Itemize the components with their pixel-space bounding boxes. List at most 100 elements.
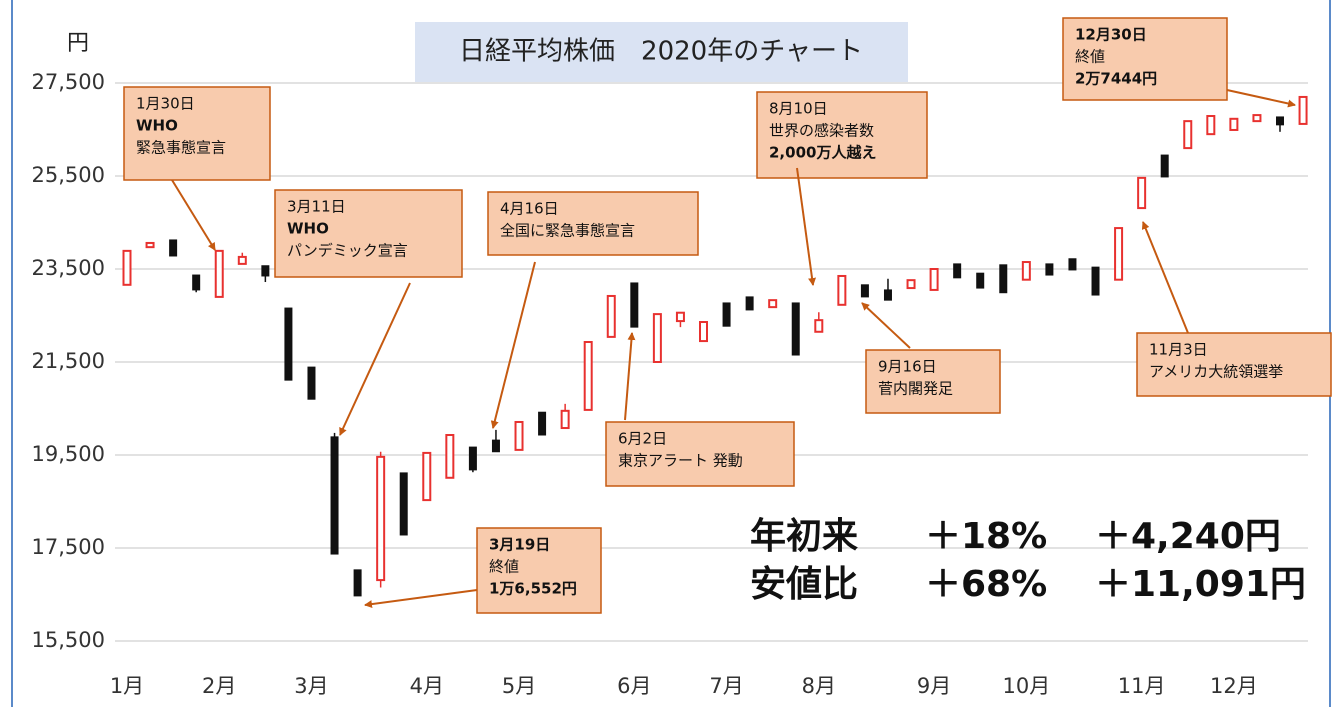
y-tick-label: 21,500 [32, 349, 105, 373]
annotation-text: 終値 [1075, 48, 1105, 66]
annotation-text: アメリカ大統領選挙 [1149, 363, 1283, 381]
candle-body [860, 284, 869, 298]
candle-body [630, 282, 639, 328]
annotation-text: 9月16日 [878, 358, 937, 376]
y-tick-label: 15,500 [32, 628, 105, 652]
annotation-arrow [861, 302, 911, 349]
annotation-text: 12月30日 [1075, 26, 1147, 44]
candle-body [1183, 120, 1193, 150]
candle-body [1229, 117, 1239, 131]
candle-body [1021, 261, 1031, 281]
candle-body [1137, 176, 1147, 210]
x-tick-label: 6月 [617, 674, 651, 698]
annotation-arrow [490, 261, 536, 429]
candle-body [1068, 258, 1077, 271]
candle-body [791, 302, 800, 356]
x-tick-label: 4月 [410, 674, 444, 698]
annotation-text: 3月19日 [489, 536, 550, 554]
candle-body [675, 311, 685, 323]
candle-body [906, 279, 916, 290]
annotation-text: 1万6,552円 [489, 580, 577, 598]
y-tick-label: 23,500 [32, 256, 105, 280]
x-tick-label: 12月 [1210, 674, 1258, 698]
annotation-arrow [171, 179, 216, 251]
annotation-text: 6月2日 [618, 430, 667, 448]
x-tick-label: 1月 [110, 674, 144, 698]
candle-body [1252, 114, 1262, 123]
candle-body [1045, 263, 1054, 276]
annotation-text: 緊急事態宣言 [136, 139, 226, 157]
annotation-text: WHO [287, 220, 329, 238]
x-tick-label: 11月 [1118, 674, 1166, 698]
candle-body [837, 274, 847, 306]
candle-body [652, 313, 662, 364]
annotation-text: 1月30日 [136, 95, 195, 113]
y-tick-label: 17,500 [32, 535, 105, 559]
annotation-arrow [624, 332, 636, 421]
candle-body [491, 439, 500, 453]
annotation-box [605, 421, 795, 487]
candle-body [1276, 116, 1284, 126]
annotation-text: パンデミック宣言 [287, 242, 408, 260]
x-tick-label: 10月 [1002, 674, 1050, 698]
candle-body [145, 241, 155, 249]
annotation-arrow [796, 167, 817, 286]
candle-body [445, 434, 455, 479]
candle-body [745, 296, 754, 311]
y-tick-label: 27,500 [32, 70, 105, 94]
annotation-text: 2,000万人越え [769, 144, 876, 162]
candle-body [330, 436, 339, 555]
x-tick-label: 8月 [802, 674, 836, 698]
candle-body [376, 455, 386, 582]
annotation-text: 東京アラート 発動 [618, 452, 743, 470]
annotation-arrow [364, 589, 478, 609]
candle-body [169, 239, 178, 257]
candle-body [468, 446, 477, 471]
summary-text: 安値比 [750, 564, 858, 605]
candle-body [953, 263, 962, 279]
candle-body [929, 268, 939, 291]
candle-body [399, 472, 408, 536]
annotation-text: 世界の感染者数 [769, 122, 874, 140]
candle-body [284, 307, 293, 381]
y-tick-label: 19,500 [32, 442, 105, 466]
annotation-text: 3月11日 [287, 198, 346, 216]
annotation-text: 8月10日 [769, 100, 828, 118]
y-axis-label: 円 [67, 31, 89, 56]
candle-body [999, 264, 1008, 294]
summary-text: ＋4,240円 [1095, 516, 1281, 557]
annotation-box [123, 86, 271, 181]
candle-body [237, 255, 247, 265]
candle-body [976, 272, 985, 289]
annotation-box [1062, 17, 1228, 101]
y-tick-label: 25,500 [32, 163, 105, 187]
annotation-text: 4月16日 [500, 200, 559, 218]
title-box [415, 22, 908, 82]
x-tick-label: 2月 [202, 674, 236, 698]
candle-body [307, 366, 316, 400]
annotation-text: 菅内閣発足 [878, 380, 953, 398]
annotation-text: 11月3日 [1149, 341, 1208, 359]
candle-body [1160, 154, 1169, 178]
summary-text: ＋68% [925, 564, 1047, 605]
candle-body [122, 249, 132, 286]
candle-body [1091, 266, 1100, 296]
candle-body [1206, 115, 1216, 136]
annotation-box [476, 527, 602, 614]
candle-body [560, 409, 570, 430]
candle-body [192, 274, 201, 291]
x-tick-label: 9月 [917, 674, 951, 698]
annotation-arrow [1226, 89, 1296, 108]
annotation-box [756, 91, 928, 179]
candle-body [1114, 227, 1124, 281]
candle-body [814, 319, 824, 333]
annotation-arrow [339, 282, 411, 436]
annotation-arrow [1141, 221, 1189, 334]
annotation-box [487, 191, 699, 256]
x-tick-label: 5月 [502, 674, 536, 698]
annotation-box [1136, 332, 1332, 397]
candle-body [514, 420, 524, 451]
candle-body [699, 321, 708, 343]
annotation-text: 2万7444円 [1075, 70, 1157, 88]
